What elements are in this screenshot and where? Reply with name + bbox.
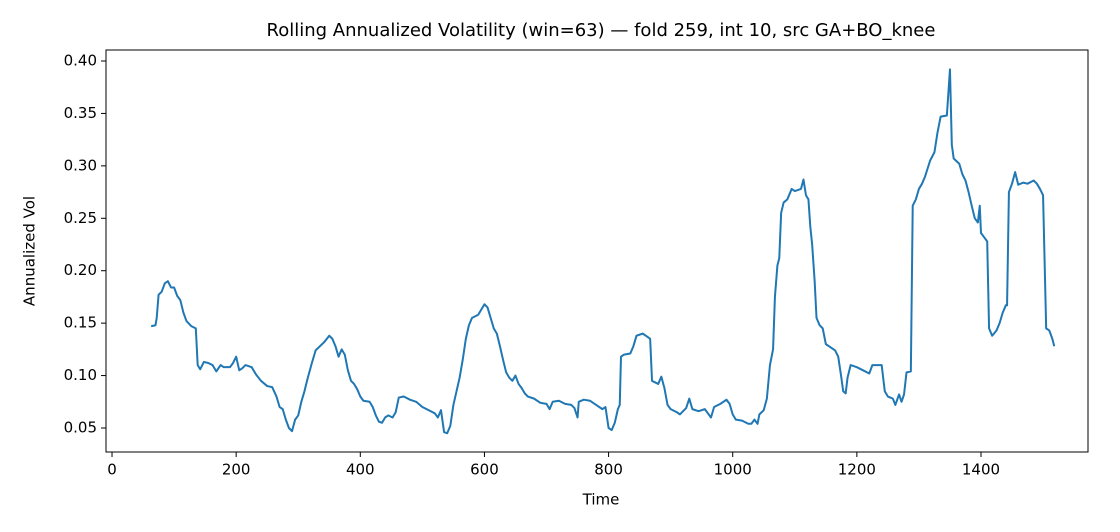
y-tick-label: 0.25 — [64, 209, 97, 227]
x-tick-label: 1200 — [838, 461, 876, 479]
x-tick-label: 400 — [346, 461, 375, 479]
chart-title: Rolling Annualized Volatility (win=63) —… — [267, 20, 936, 41]
y-tick-label: 0.40 — [64, 52, 97, 70]
x-tick-label: 200 — [222, 461, 251, 479]
y-axis-label: Annualized Vol — [21, 196, 39, 306]
x-tick-label: 800 — [594, 461, 623, 479]
y-tick-label: 0.20 — [64, 261, 97, 279]
x-tick-label: 600 — [470, 461, 499, 479]
x-axis-label: Time — [582, 491, 620, 509]
y-tick-label: 0.30 — [64, 156, 97, 174]
y-tick-label: 0.05 — [64, 418, 97, 436]
y-tick-label: 0.10 — [64, 366, 97, 384]
y-tick-label: 0.35 — [64, 104, 97, 122]
data-line — [150, 68, 1056, 435]
y-tick-label: 0.15 — [64, 314, 97, 332]
x-tick-label: 1400 — [962, 461, 1000, 479]
plot-frame — [105, 49, 1089, 453]
x-tick-label: 1000 — [714, 461, 752, 479]
x-tick-label: 0 — [107, 461, 117, 479]
